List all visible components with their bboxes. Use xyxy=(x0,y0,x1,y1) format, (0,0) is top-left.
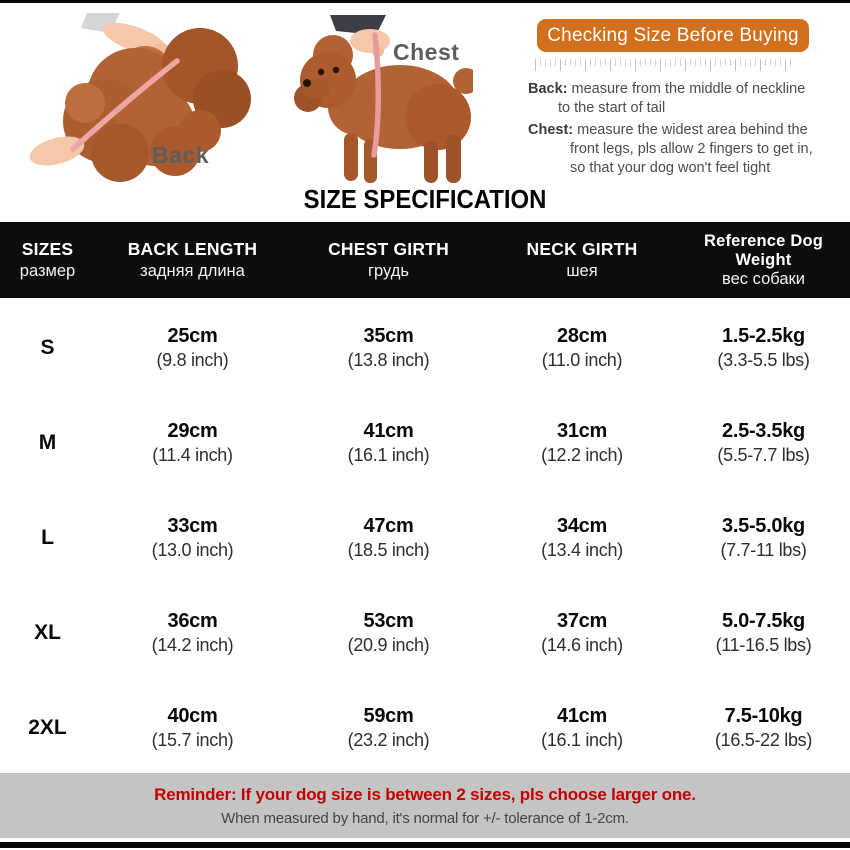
chest-girth-cell: 59cm (23.2 inch) xyxy=(347,704,430,750)
back-instruction-text: measure from the middle of neckline xyxy=(571,81,806,97)
size-row-s: S 25cm (9.8 inch) 35cm (13.8 inch) 28cm … xyxy=(0,300,850,395)
back-photo-label: Back xyxy=(152,142,209,168)
chest-girth-cell: 35cm (13.8 inch) xyxy=(347,324,430,370)
size-row-l: L 33cm (13.0 inch) 47cm (18.5 inch) 34cm… xyxy=(0,490,850,585)
size-row-xl: XL 36cm (14.2 inch) 53cm (20.9 inch) 37c… xyxy=(0,585,850,680)
dog-chest-measure-illustration xyxy=(294,15,473,183)
back-length-cell: 40cm (15.7 inch) xyxy=(151,704,234,750)
neck-girth-cell: 28cm (11.0 inch) xyxy=(541,324,623,370)
neck-girth-cell: 31cm (12.2 inch) xyxy=(541,419,623,465)
header-reference-weight: Reference Dog Weight вес собаки xyxy=(703,231,824,288)
chest-girth-cell: 47cm (18.5 inch) xyxy=(347,514,430,560)
reminder-footer: Reminder: If your dog size is between 2 … xyxy=(0,773,850,838)
back-length-cell: 29cm (11.4 inch) xyxy=(152,419,233,465)
chest-instruction-text: measure the widest area behind the xyxy=(577,122,808,138)
header-sizes: SIZES размер xyxy=(19,238,76,280)
weight-cell: 2.5-3.5kg (5.5-7.7 lbs) xyxy=(717,419,810,465)
size-label: M xyxy=(38,430,57,454)
weight-cell: 7.5-10kg (16.5-22 lbs) xyxy=(714,704,813,750)
back-instruction-line: to the start of tail xyxy=(558,100,666,116)
size-label: XL xyxy=(34,620,61,644)
page-title: SIZE SPECIFICATION xyxy=(303,184,547,214)
back-length-cell: 33cm (13.0 inch) xyxy=(151,514,234,560)
neck-girth-cell: 34cm (13.4 inch) xyxy=(541,514,623,560)
size-label: 2XL xyxy=(28,715,67,739)
measuring-instructions: Back: measure from the middle of necklin… xyxy=(528,80,844,178)
neck-girth-cell: 41cm (16.1 inch) xyxy=(541,704,623,750)
size-table-header: SIZES размер BACK LENGTH задняя длина CH… xyxy=(0,222,850,298)
weight-cell: 1.5-2.5kg (3.3-5.5 lbs) xyxy=(717,324,810,370)
dog-back-measure-illustration xyxy=(29,13,251,182)
reminder-text: Reminder: If your dog size is between 2 … xyxy=(154,784,696,804)
chest-instruction-label: Chest: xyxy=(528,122,574,138)
chest-instruction-line: Chest: measure the widest area behind th… xyxy=(528,121,844,140)
size-row-m: M 29cm (11.4 inch) 41cm (16.1 inch) 31cm… xyxy=(0,395,850,490)
chest-photo-label: Chest xyxy=(393,39,460,65)
size-table-body: S 25cm (9.8 inch) 35cm (13.8 inch) 28cm … xyxy=(0,300,850,775)
back-length-cell: 25cm (9.8 inch) xyxy=(156,324,229,370)
size-label: S xyxy=(40,335,55,359)
back-instruction-label: Back: xyxy=(528,81,568,97)
measuring-photos-section: Back Chest Checking Size Before Buyin xyxy=(0,3,850,188)
ruler-icon xyxy=(535,59,793,73)
chest-instruction-line: so that your dog won't feel tight xyxy=(570,160,771,176)
header-neck-girth: NECK GIRTH шея xyxy=(526,238,638,280)
header-chest-girth: CHEST GIRTH грудь xyxy=(328,238,449,280)
weight-cell: 3.5-5.0kg (7.7-11 lbs) xyxy=(720,514,807,560)
neck-girth-cell: 37cm (14.6 inch) xyxy=(541,609,623,655)
back-instruction-line: Back: measure from the middle of necklin… xyxy=(528,80,844,99)
back-length-cell: 36cm (14.2 inch) xyxy=(151,609,234,655)
header-back-length: BACK LENGTH задняя длина xyxy=(127,238,258,280)
chest-girth-cell: 53cm (20.9 inch) xyxy=(347,609,430,655)
size-row-2xl: 2XL 40cm (15.7 inch) 59cm (23.2 inch) 41… xyxy=(0,680,850,775)
bottom-border-bar xyxy=(0,842,850,848)
tolerance-note: When measured by hand, it's normal for +… xyxy=(221,809,629,827)
chest-instruction-line: front legs, pls allow 2 fingers to get i… xyxy=(570,141,813,157)
size-label: L xyxy=(41,525,54,549)
chest-girth-cell: 41cm (16.1 inch) xyxy=(347,419,430,465)
checking-size-banner: Checking Size Before Buying xyxy=(537,19,809,52)
weight-cell: 5.0-7.5kg (11-16.5 lbs) xyxy=(715,609,812,655)
top-border-bar xyxy=(0,0,850,3)
